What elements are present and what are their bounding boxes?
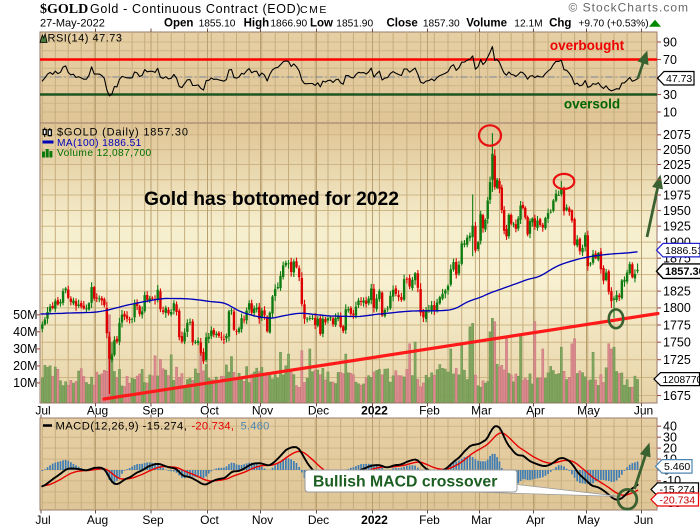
svg-text:90: 90 bbox=[663, 35, 677, 49]
svg-text:1857.30: 1857.30 bbox=[423, 19, 460, 30]
svg-text:1675: 1675 bbox=[663, 389, 691, 403]
svg-text:1851.90: 1851.90 bbox=[336, 19, 373, 30]
svg-text:1857.30: 1857.30 bbox=[665, 266, 700, 278]
svg-text:1208770: 1208770 bbox=[663, 375, 700, 386]
svg-text:2022: 2022 bbox=[361, 404, 388, 418]
svg-text:Nov: Nov bbox=[252, 404, 273, 418]
svg-text:1775: 1775 bbox=[663, 318, 691, 332]
svg-text:Close: Close bbox=[387, 18, 418, 30]
svg-text:Gold has bottomed for 2022: Gold has bottomed for 2022 bbox=[144, 189, 399, 210]
svg-text:50M: 50M bbox=[13, 308, 37, 322]
svg-text:$GOLD: $GOLD bbox=[40, 2, 88, 17]
svg-text:40: 40 bbox=[663, 420, 677, 434]
svg-text:40M: 40M bbox=[13, 325, 37, 339]
svg-text:12.1M: 12.1M bbox=[514, 19, 542, 30]
svg-text:Dec: Dec bbox=[308, 513, 329, 527]
svg-text:2022: 2022 bbox=[361, 513, 388, 527]
svg-text:2075: 2075 bbox=[663, 128, 691, 142]
svg-text:Apr: Apr bbox=[526, 404, 545, 418]
svg-text:Oct: Oct bbox=[200, 404, 219, 418]
svg-text:Volume 12,087,700: Volume 12,087,700 bbox=[57, 148, 152, 159]
svg-text:Chg: Chg bbox=[549, 18, 571, 30]
svg-text:1925: 1925 bbox=[663, 220, 691, 234]
svg-text:Bullish MACD crossover: Bullish MACD crossover bbox=[313, 474, 497, 491]
svg-text:1866.90: 1866.90 bbox=[270, 19, 307, 30]
svg-text:oversold: oversold bbox=[564, 97, 620, 112]
svg-text:Open: Open bbox=[164, 18, 193, 30]
svg-text:1825: 1825 bbox=[663, 284, 691, 298]
svg-text:Oct: Oct bbox=[200, 513, 219, 527]
svg-text:Aug: Aug bbox=[87, 404, 108, 418]
svg-text:20M: 20M bbox=[13, 359, 37, 373]
svg-text:Low: Low bbox=[310, 18, 333, 30]
svg-text:1975: 1975 bbox=[663, 188, 691, 202]
svg-text:Gold - Continuous Contract (EO: Gold - Continuous Contract (EOD) bbox=[90, 2, 301, 16]
svg-text:Nov: Nov bbox=[252, 513, 273, 527]
svg-text:+9.70 (+0.53%): +9.70 (+0.53%) bbox=[578, 19, 648, 30]
svg-text:2050: 2050 bbox=[663, 143, 691, 157]
svg-text:1750: 1750 bbox=[663, 336, 691, 350]
svg-text:MA(100) 1886.51: MA(100) 1886.51 bbox=[57, 138, 142, 149]
svg-text:1800: 1800 bbox=[663, 301, 691, 315]
svg-text:10: 10 bbox=[663, 105, 677, 119]
svg-text:27-May-2022: 27-May-2022 bbox=[40, 18, 105, 30]
svg-text:Mar: Mar bbox=[471, 404, 492, 418]
svg-text:1855.10: 1855.10 bbox=[199, 19, 236, 30]
svg-text:Jul: Jul bbox=[35, 513, 50, 527]
svg-text:-20.734,: -20.734, bbox=[192, 421, 235, 433]
svg-text:Apr: Apr bbox=[526, 513, 545, 527]
svg-text:High: High bbox=[244, 18, 270, 30]
svg-text:-20.734: -20.734 bbox=[660, 494, 696, 506]
svg-text:MACD(12,26,9) -15.274,: MACD(12,26,9) -15.274, bbox=[56, 421, 188, 433]
svg-text:May: May bbox=[577, 404, 600, 418]
svg-text:2000: 2000 bbox=[663, 173, 691, 187]
svg-text:© StockCharts.com: © StockCharts.com bbox=[568, 1, 689, 15]
svg-text:Feb: Feb bbox=[419, 513, 440, 527]
svg-text:30: 30 bbox=[663, 431, 677, 445]
svg-text:1950: 1950 bbox=[663, 204, 691, 218]
svg-text:Jun: Jun bbox=[634, 404, 653, 418]
svg-text:Feb: Feb bbox=[419, 404, 440, 418]
svg-text:5.460: 5.460 bbox=[664, 461, 690, 473]
svg-text:overbought: overbought bbox=[550, 38, 625, 53]
svg-text:Aug: Aug bbox=[87, 513, 108, 527]
svg-text:$GOLD (Daily) 1857.30: $GOLD (Daily) 1857.30 bbox=[57, 126, 189, 138]
svg-text:May: May bbox=[577, 513, 600, 527]
svg-text:2025: 2025 bbox=[663, 158, 691, 172]
svg-text:20: 20 bbox=[663, 441, 677, 455]
svg-text:Dec: Dec bbox=[308, 404, 329, 418]
svg-text:Jul: Jul bbox=[35, 404, 50, 418]
svg-text:30M: 30M bbox=[13, 342, 37, 356]
svg-text:Mar: Mar bbox=[471, 513, 492, 527]
svg-text:Sep: Sep bbox=[142, 513, 164, 527]
svg-text:1886.51: 1886.51 bbox=[665, 245, 700, 257]
svg-text:Sep: Sep bbox=[142, 404, 164, 418]
svg-text:RSI(14) 47.73: RSI(14) 47.73 bbox=[48, 33, 123, 45]
svg-text:Volume: Volume bbox=[466, 18, 507, 30]
svg-text:CME: CME bbox=[300, 4, 328, 16]
svg-text:30: 30 bbox=[663, 88, 677, 102]
svg-text:1725: 1725 bbox=[663, 353, 691, 367]
svg-text:47.73: 47.73 bbox=[666, 73, 692, 85]
svg-text:70: 70 bbox=[663, 53, 677, 67]
svg-text:5.460: 5.460 bbox=[241, 421, 270, 433]
svg-text:10M: 10M bbox=[13, 376, 37, 390]
svg-text:Jun: Jun bbox=[634, 513, 653, 527]
